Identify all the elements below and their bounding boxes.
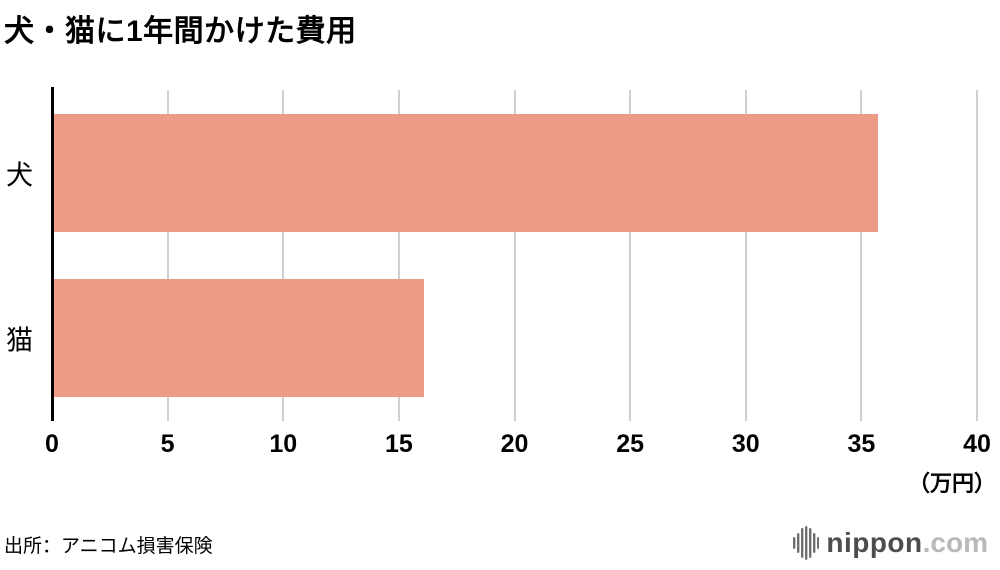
plot-area: 犬猫: [6, 87, 978, 422]
x-tick-label: 20: [500, 430, 529, 458]
x-axis-tick-row: 0 5 10 15 20 25 30 35 40: [45, 430, 991, 462]
gridline: [166, 90, 169, 421]
logo-tld-text: .com: [922, 527, 988, 558]
x-tick-label: 40: [963, 430, 991, 458]
x-tick-label: 35: [847, 430, 876, 458]
source-text: 出所：アニコム損害保険: [4, 536, 213, 557]
category-label: 犬: [6, 160, 33, 191]
x-tick-label: 5: [160, 430, 175, 458]
audio-bars-icon: [793, 526, 820, 560]
bar-row: 犬: [6, 90, 977, 256]
x-tick-label: 10: [269, 430, 298, 458]
gridline: [744, 90, 747, 421]
x-axis-unit-label: （万円）: [907, 471, 996, 496]
x-tick-label: 30: [731, 430, 760, 458]
bar-row: 猫: [6, 256, 977, 422]
gridline: [860, 90, 863, 421]
logo-text: nippon: [826, 527, 923, 558]
gridline: [282, 90, 285, 421]
gridline: [397, 90, 400, 421]
y-axis-line: [51, 87, 54, 421]
bar: [52, 113, 878, 232]
category-label: 猫: [6, 325, 33, 356]
gridline: [629, 90, 632, 421]
x-tick-label: 25: [616, 430, 645, 458]
x-tick-label: 0: [45, 430, 59, 458]
gridline: [513, 90, 516, 421]
chart-title: 犬・猫に1年間かけた費用: [4, 15, 357, 48]
gridline: [976, 90, 978, 421]
x-tick-label: 15: [384, 430, 413, 458]
nippon-com-logo: nippon .com: [793, 526, 988, 560]
bar: [52, 279, 425, 398]
